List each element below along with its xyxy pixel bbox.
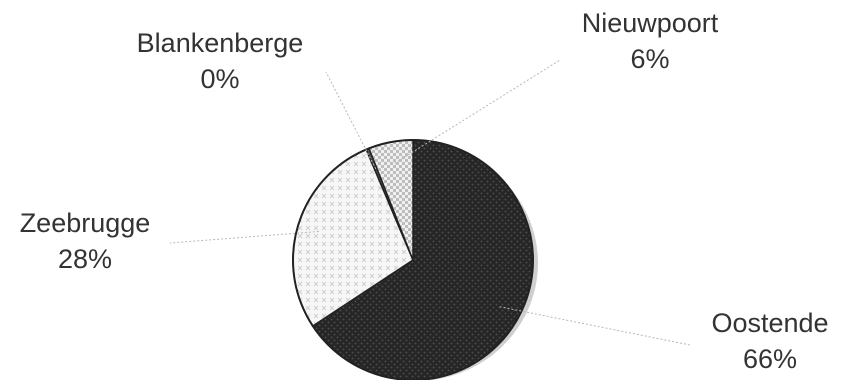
slice-label-blankenberge: Blankenberge	[137, 28, 304, 58]
pie-rim	[292, 139, 534, 380]
slice-label-nieuwpoort: Nieuwpoort	[582, 8, 719, 38]
leader-line-oostende	[499, 306, 691, 346]
slice-label-zeebrugge: Zeebrugge	[20, 208, 151, 238]
slice-value-blankenberge: 0%	[200, 64, 239, 94]
pie-slices	[292, 139, 534, 380]
slice-value-zeebrugge: 28%	[58, 244, 112, 274]
leader-line-zeebrugge	[169, 230, 319, 244]
slice-value-oostende: 66%	[743, 344, 797, 374]
leader-line-nieuwpoort	[394, 59, 561, 164]
slice-value-nieuwpoort: 6%	[630, 44, 669, 74]
leader-line-blankenberge	[325, 71, 377, 170]
slice-label-oostende: Oostende	[711, 308, 828, 338]
slice-labels: Oostende 66% Zeebrugge 28% Blankenberge 0% Nie…	[20, 8, 829, 374]
leader-lines	[169, 59, 691, 346]
